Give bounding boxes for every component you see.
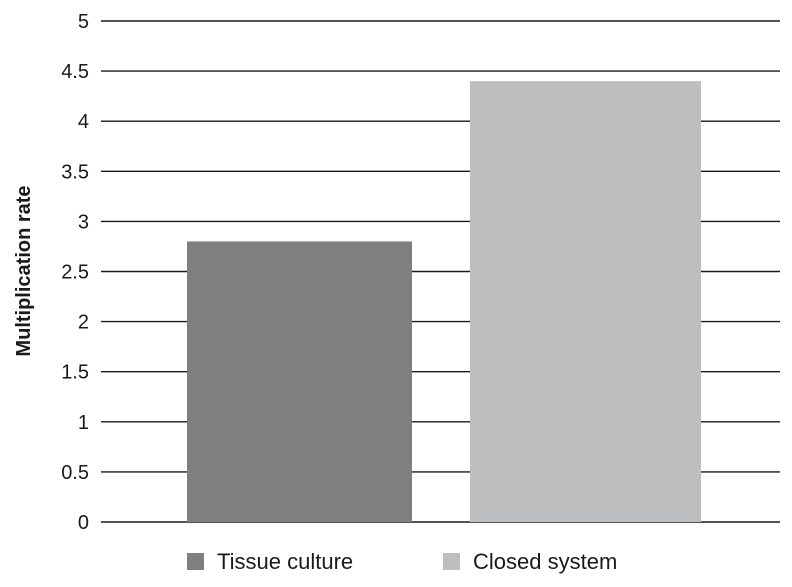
bars <box>187 81 701 523</box>
y-tick-labels: 0 0.5 1 1.5 2 2.5 3 3.5 4 4.5 5 <box>61 11 89 534</box>
y-tick-label: 0.5 <box>61 462 89 484</box>
y-tick-label: 4 <box>78 111 89 133</box>
y-tick-label: 5 <box>78 11 89 33</box>
y-tick-label: 4.5 <box>61 61 89 83</box>
y-tick-label: 1 <box>78 412 89 434</box>
y-tick-label: 2.5 <box>61 262 89 284</box>
y-tick-label: 1.5 <box>61 362 89 384</box>
y-axis-label: Multiplication rate <box>13 185 35 356</box>
y-tick-label: 3 <box>78 211 89 233</box>
legend: Tissue culture Closed system <box>187 549 617 574</box>
legend-label-tissue-culture: Tissue culture <box>217 549 353 574</box>
y-tick-label: 3.5 <box>61 161 89 183</box>
legend-swatch-tissue-culture <box>187 553 204 570</box>
y-tick-label: 0 <box>78 512 89 534</box>
legend-label-closed-system: Closed system <box>473 549 617 574</box>
bar-tissue-culture <box>187 241 412 522</box>
y-tick-label: 2 <box>78 312 89 334</box>
bar-closed-system <box>470 81 701 523</box>
legend-swatch-closed-system <box>443 553 460 570</box>
